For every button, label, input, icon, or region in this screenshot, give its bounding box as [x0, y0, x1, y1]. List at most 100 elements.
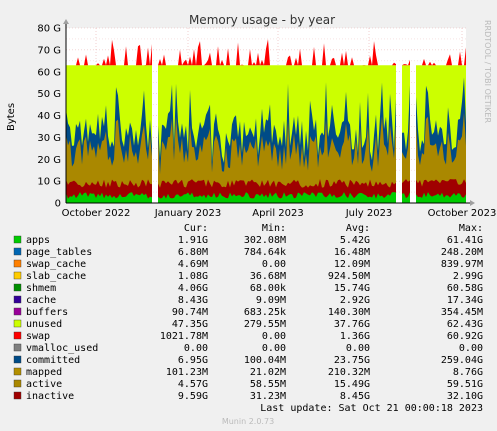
legend-value-max: 32.10G — [447, 391, 483, 402]
legend-value-max: 248.20M — [441, 247, 483, 258]
legend-value-min: 68.00k — [250, 283, 286, 294]
legend-value-max: 354.45M — [441, 307, 483, 318]
legend-value-min: 100.04M — [244, 355, 286, 366]
legend-series-name: swap_cache — [26, 259, 86, 270]
legend-value-avg: 210.32M — [328, 367, 370, 378]
legend-value-avg: 1.36G — [340, 331, 370, 342]
legend-swatch — [13, 391, 22, 400]
area-active — [66, 112, 466, 203]
legend-value-avg: 2.92G — [340, 295, 370, 306]
munin-version: Munin 2.0.73 — [222, 417, 274, 426]
legend-value-cur: 4.69M — [178, 259, 208, 270]
legend-swatch — [13, 355, 22, 364]
x-axis-ticks: October 2022 January 2023 April 2023 July 2… — [62, 208, 497, 219]
legend-column-header: Cur: — [184, 223, 208, 234]
legend-value-avg: 924.50M — [328, 271, 370, 282]
x-tick-label: October 2022 — [62, 208, 131, 219]
legend-value-cur: 1.08G — [178, 271, 208, 282]
legend-swatch — [13, 259, 22, 268]
legend-swatch — [13, 343, 22, 352]
legend-series-name: vmalloc_used — [26, 343, 98, 354]
legend-value-max: 8.76G — [453, 367, 483, 378]
legend-series-name: cache — [26, 295, 56, 306]
legend-series-name: slab_cache — [26, 271, 86, 282]
legend-value-avg: 0.00 — [346, 343, 370, 354]
legend-value-cur: 101.23M — [166, 367, 208, 378]
legend-swatch — [13, 271, 22, 280]
legend-column-header: Max: — [459, 223, 483, 234]
legend-value-min: 0.00 — [262, 259, 286, 270]
y-axis-label: Bytes — [6, 103, 17, 131]
legend-swatch — [13, 247, 22, 256]
legend-value-avg: 23.75G — [334, 355, 370, 366]
y-tick-label: 0 — [55, 199, 61, 210]
legend-series-name: swap — [26, 331, 50, 342]
legend-value-max: 17.34G — [447, 295, 483, 306]
y-tick-label: 50 G — [37, 89, 61, 100]
legend-value-min: 784.64k — [244, 247, 286, 258]
legend-value-max: 2.99G — [453, 271, 483, 282]
legend-swatch — [13, 235, 22, 244]
legend-series-name: page_tables — [26, 247, 92, 258]
legend-series-name: shmem — [26, 283, 56, 294]
legend-value-min: 0.00 — [262, 331, 286, 342]
legend-value-avg: 12.09M — [334, 259, 370, 270]
legend-value-cur: 6.95G — [178, 355, 208, 366]
y-tick-label: 30 G — [37, 133, 61, 144]
x-tick-label: October 2023 — [428, 208, 497, 219]
rrdtool-credit: RRDTOOL / TOBI OETIKER — [483, 20, 492, 123]
x-tick-label: April 2023 — [252, 208, 303, 219]
legend-value-cur: 47.35G — [172, 319, 208, 330]
legend-value-cur: 1021.78M — [160, 331, 208, 342]
legend-value-max: 259.04G — [441, 355, 483, 366]
legend-value-max: 60.58G — [447, 283, 483, 294]
legend-series-name: inactive — [26, 391, 74, 402]
y-tick-label: 70 G — [37, 45, 61, 56]
legend-value-cur: 4.06G — [178, 283, 208, 294]
legend-value-min: 279.55M — [244, 319, 286, 330]
legend-value-avg: 8.45G — [340, 391, 370, 402]
legend-series-name: buffers — [26, 307, 68, 318]
legend-value-avg: 16.48M — [334, 247, 370, 258]
legend-value-min: 36.68M — [250, 271, 286, 282]
y-tick-label: 60 G — [37, 67, 61, 78]
legend-value-avg: 5.42G — [340, 235, 370, 246]
legend-value-max: 839.97M — [441, 259, 483, 270]
legend-swatch — [13, 367, 22, 376]
legend-value-min: 683.25k — [244, 307, 286, 318]
legend-value-avg: 37.76G — [334, 319, 370, 330]
legend-series-name: mapped — [26, 367, 62, 378]
y-axis-ticks: 0 10 G 20 G 30 G 40 G 50 G 60 G 70 G 80 G — [37, 24, 61, 210]
legend-value-cur: 9.59G — [178, 391, 208, 402]
legend-swatch — [13, 331, 22, 340]
chart-title: Memory usage - by year — [189, 13, 335, 27]
legend-value-avg: 15.74G — [334, 283, 370, 294]
legend-value-cur: 6.80M — [178, 247, 208, 258]
y-tick-label: 20 G — [37, 155, 61, 166]
legend-swatch — [13, 283, 22, 292]
legend-swatch — [13, 295, 22, 304]
x-tick-label: July 2023 — [345, 208, 393, 219]
legend-swatch — [13, 319, 22, 328]
legend-value-min: 0.00 — [262, 343, 286, 354]
legend: Cur: Min: Avg: Max: apps 1.91G 302.08M 5.42G 61.… — [13, 223, 483, 402]
legend-value-min: 21.02M — [250, 367, 286, 378]
legend-swatch — [13, 307, 22, 316]
legend-column-header: Min: — [262, 223, 286, 234]
y-tick-label: 40 G — [37, 111, 61, 122]
legend-value-max: 61.41G — [447, 235, 483, 246]
area-swap — [66, 39, 466, 66]
legend-series-name: active — [26, 379, 62, 390]
legend-column-header: Avg: — [346, 223, 370, 234]
plot-series — [66, 39, 466, 203]
legend-value-min: 58.55M — [250, 379, 286, 390]
y-tick-label: 10 G — [37, 177, 61, 188]
x-tick-label: January 2023 — [154, 208, 222, 219]
legend-value-min: 302.08M — [244, 235, 286, 246]
legend-value-max: 59.51G — [447, 379, 483, 390]
legend-value-avg: 140.30M — [328, 307, 370, 318]
legend-value-cur: 0.00 — [184, 343, 208, 354]
last-update: Last update: Sat Oct 21 00:00:18 2023 — [260, 403, 483, 414]
legend-series-name: unused — [26, 319, 62, 330]
